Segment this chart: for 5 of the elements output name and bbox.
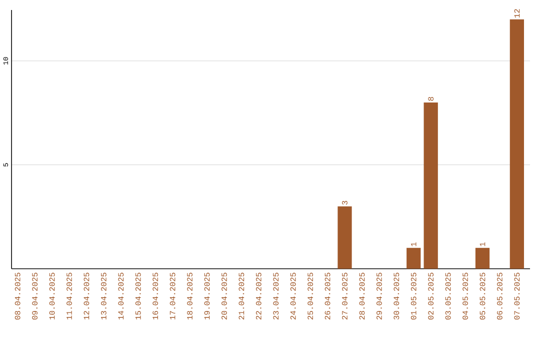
- bar: [424, 102, 438, 269]
- bar: [338, 206, 352, 269]
- bar: [475, 248, 490, 269]
- bar: [406, 248, 421, 269]
- bar: [510, 20, 524, 269]
